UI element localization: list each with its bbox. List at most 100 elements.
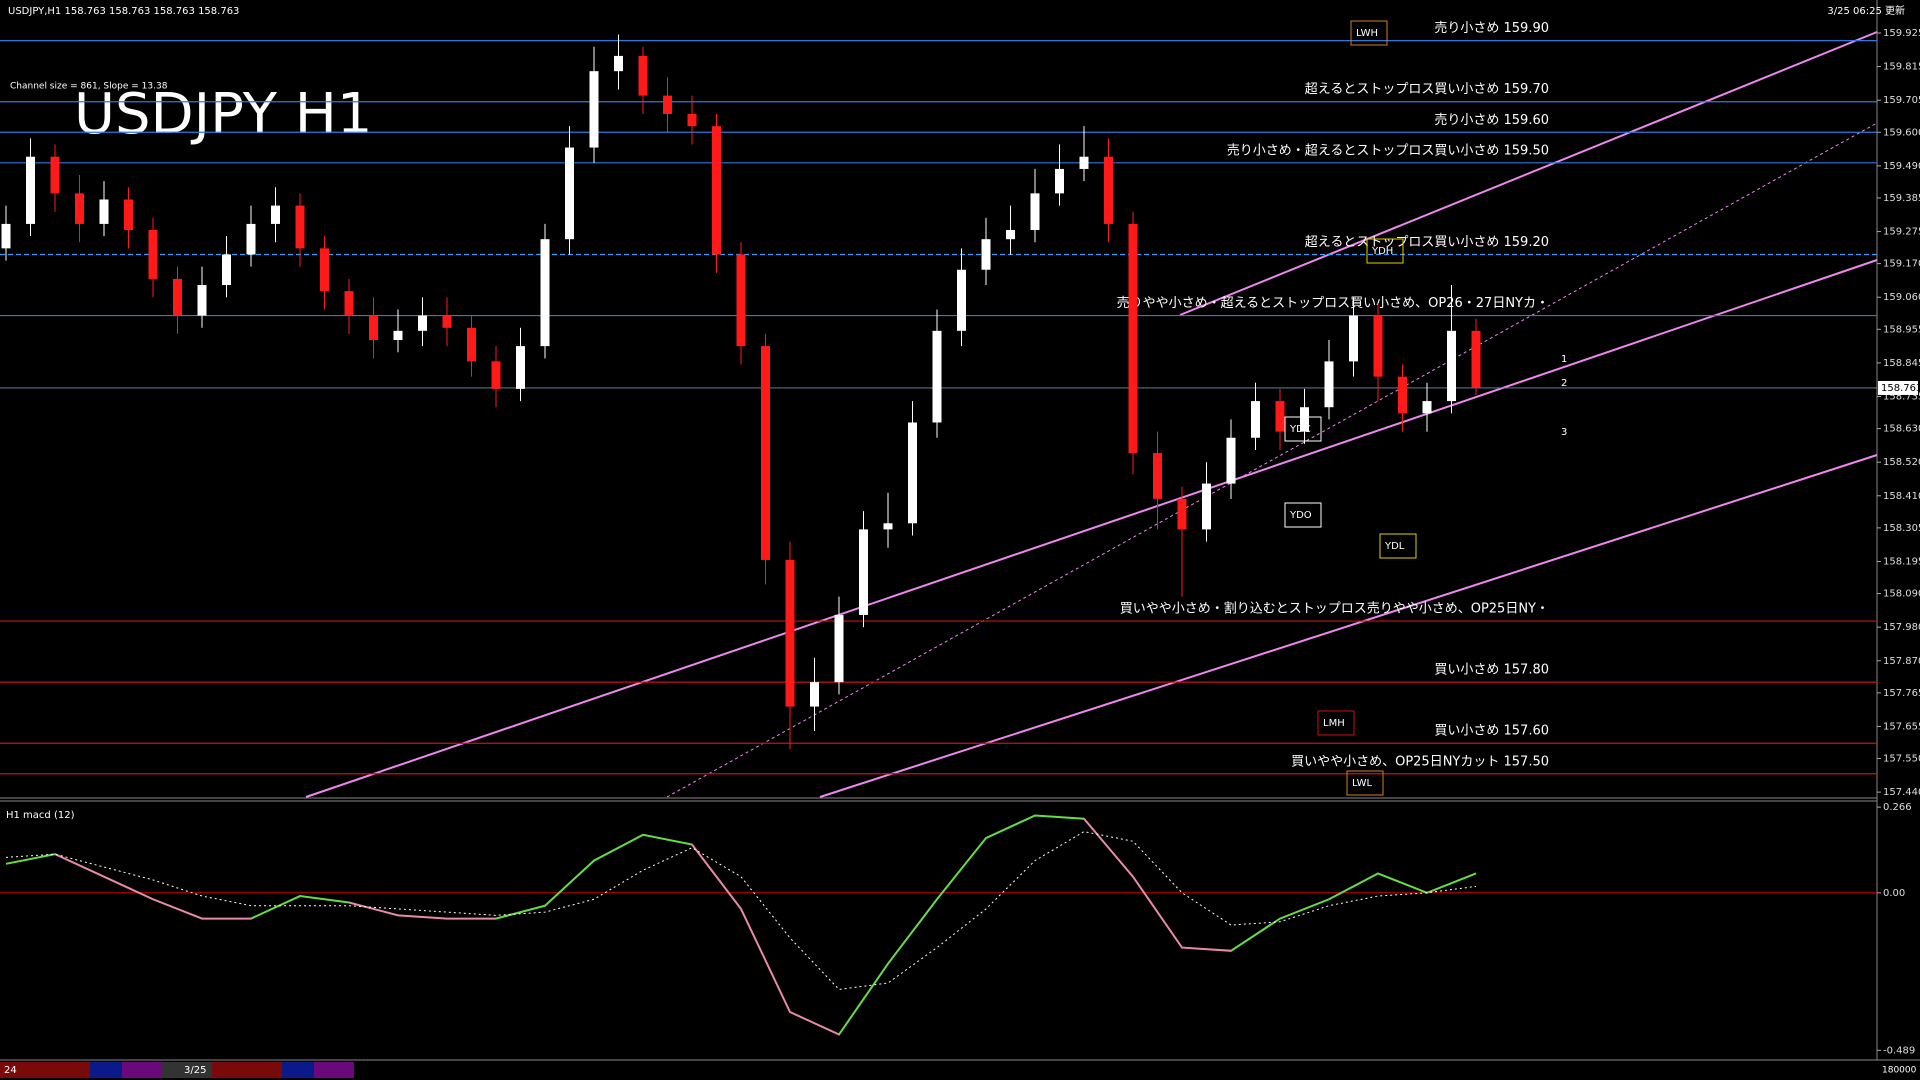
updated-time: 3/25 06:25 更新 bbox=[1827, 4, 1905, 17]
candle-body bbox=[614, 55, 623, 72]
y-tick-label: 157.980 bbox=[1883, 622, 1920, 633]
candle-body bbox=[785, 559, 795, 707]
candle-body bbox=[26, 156, 35, 224]
candle-body bbox=[1471, 330, 1481, 388]
y-tick-label: -0.489 bbox=[1883, 1045, 1915, 1056]
marker-box bbox=[1366, 238, 1404, 264]
candle-body bbox=[148, 230, 158, 279]
y-tick-label: 159.385 bbox=[1883, 193, 1920, 204]
candle-body bbox=[467, 327, 476, 362]
last-price-label: 158.763 bbox=[1881, 383, 1920, 394]
candle-body bbox=[540, 239, 550, 347]
marker-box bbox=[1346, 770, 1384, 796]
candle-body bbox=[491, 361, 501, 389]
y-tick-label: 157.440 bbox=[1883, 787, 1920, 798]
level-label: 買い小さめ 157.60 bbox=[1434, 724, 1549, 739]
y-tick-label: 157.870 bbox=[1883, 656, 1920, 667]
candle-body bbox=[1128, 223, 1138, 454]
level-label: 超えるとストップロス買い小さめ 159.70 bbox=[1305, 82, 1549, 97]
level-label: 買いやや小さめ、OP25日NYカット 157.50 bbox=[1291, 754, 1549, 769]
annotation: LMH bbox=[1323, 718, 1345, 729]
candle-body bbox=[75, 193, 84, 224]
candle-body bbox=[50, 156, 60, 194]
candle-body bbox=[1, 223, 11, 249]
strip-seg bbox=[0, 1062, 90, 1078]
channel bbox=[305, 31, 1878, 798]
candle-body bbox=[1202, 483, 1211, 530]
strip-seg bbox=[162, 1062, 212, 1078]
candle-body bbox=[197, 285, 207, 316]
candle-body bbox=[1251, 401, 1260, 438]
period-strip bbox=[0, 1062, 354, 1078]
y-tick-label: 158.630 bbox=[1883, 424, 1920, 435]
y-tick-label: 157.655 bbox=[1883, 721, 1920, 732]
candle-body bbox=[663, 95, 672, 114]
y-tick-label: 159.815 bbox=[1883, 62, 1920, 73]
y-tick-label: 159.600 bbox=[1883, 127, 1920, 138]
candle-body bbox=[246, 223, 256, 255]
candle-body bbox=[1373, 315, 1383, 377]
candle-body bbox=[1055, 168, 1064, 194]
y-tick-label: 158.090 bbox=[1883, 589, 1920, 600]
level-label: 売りやや小さめ・超えるとストップロス買い小さめ、OP26・27日NYカ・ bbox=[1117, 295, 1549, 311]
candle-body bbox=[124, 199, 133, 231]
y-tick-label: 159.705 bbox=[1883, 95, 1920, 106]
candle-body bbox=[1006, 230, 1015, 240]
candle-body bbox=[687, 113, 697, 127]
y-tick-label: 157.765 bbox=[1883, 688, 1920, 699]
candle-body bbox=[344, 291, 354, 316]
level-label: 売り小さめ 159.60 bbox=[1434, 112, 1549, 128]
candle-body bbox=[932, 330, 942, 423]
marker-box bbox=[1379, 533, 1417, 559]
candle-body bbox=[981, 239, 991, 270]
marker-box bbox=[1284, 502, 1322, 528]
candle-body bbox=[1324, 361, 1334, 408]
marker-box bbox=[1284, 416, 1322, 442]
candle-body bbox=[810, 682, 819, 707]
level-label: 売り小さめ・超えるとストップロス買い小さめ 159.50 bbox=[1227, 142, 1549, 158]
level-label: 買いやや小さめ・割り込むとストップロス売りやや小さめ、OP25日NY・ bbox=[1120, 601, 1549, 617]
marker-box bbox=[1317, 710, 1355, 736]
symbol-header: USDJPY,H1 158.763 158.763 158.763 158.76… bbox=[8, 6, 239, 17]
y-tick-label: 158.520 bbox=[1883, 457, 1920, 468]
candle-body bbox=[1349, 315, 1358, 362]
candle-body bbox=[418, 315, 427, 331]
candle-body bbox=[957, 269, 966, 331]
candle-body bbox=[883, 523, 893, 530]
candle-body bbox=[1447, 330, 1456, 402]
candle-body bbox=[271, 205, 280, 224]
strip-seg bbox=[282, 1062, 314, 1078]
candle-body bbox=[1422, 401, 1432, 414]
candle-body bbox=[442, 315, 452, 328]
candle-body bbox=[99, 199, 109, 224]
strip-seg bbox=[90, 1062, 122, 1078]
candle-body bbox=[736, 254, 746, 347]
level-label: 超えるとストップロス買い小さめ 159.20 bbox=[1305, 235, 1549, 250]
candle-body bbox=[1177, 498, 1187, 530]
annotation: YDC bbox=[1289, 424, 1311, 435]
candle-body bbox=[859, 529, 868, 615]
chart-title: USDJPY H1 bbox=[74, 82, 372, 147]
candle-body bbox=[320, 248, 329, 292]
panel-title: H1 macd (12) bbox=[6, 810, 75, 821]
level-label: 売り小さめ 159.90 bbox=[1434, 20, 1549, 36]
candle-body bbox=[1030, 193, 1040, 231]
y-tick-label: 159.925 bbox=[1883, 28, 1920, 39]
candle-body bbox=[1079, 156, 1089, 169]
candle-body bbox=[295, 205, 305, 249]
y-tick-label: 0.00 bbox=[1883, 888, 1905, 899]
channel-line bbox=[305, 259, 1878, 798]
annotation: YDH bbox=[1371, 246, 1393, 257]
macd-line bbox=[5, 814, 1477, 1036]
candle-body bbox=[516, 346, 525, 389]
strip-seg bbox=[122, 1062, 162, 1078]
annotation: 1 bbox=[1561, 354, 1567, 365]
candle-body bbox=[565, 147, 574, 240]
y-tick-label: 159.490 bbox=[1883, 161, 1920, 172]
candle-body bbox=[1398, 376, 1407, 414]
channel-line bbox=[1179, 31, 1878, 316]
last-price-box bbox=[1878, 380, 1918, 395]
candle-body bbox=[908, 422, 917, 524]
